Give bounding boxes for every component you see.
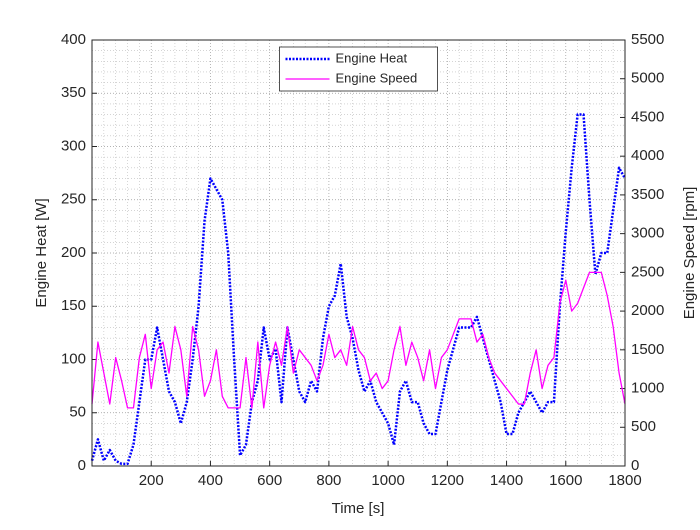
x-tick-label: 1000 [371,472,404,489]
x-tick-label: 400 [198,472,223,489]
y2-tick-label: 2000 [631,302,664,319]
y2-tick-label: 1000 [631,380,664,397]
y2-tick-label: 4500 [631,108,664,125]
legend-box [279,46,438,92]
y2-tick-label: 5000 [631,70,664,87]
x-tick-label: 200 [139,472,164,489]
y-tick-label: 100 [61,350,86,367]
y2-tick-label: 1500 [631,341,664,358]
y-tick-label: 300 [61,137,86,154]
x-tick-label: 1200 [431,472,464,489]
y2-tick-label: 500 [631,418,656,435]
y-tick-label: 400 [61,31,86,48]
x-tick-label: 1400 [490,472,523,489]
y-tick-label: 150 [61,297,86,314]
y2-axis-label: Engine Speed [rpm] [681,187,698,320]
series-line [90,113,627,466]
x-tick-label: 1800 [608,472,641,489]
y2-tick-label: 5500 [631,31,664,48]
legend-label: Engine Heat [336,50,408,65]
x-axis-label: Time [s] [332,500,385,517]
y2-tick-label: 3500 [631,186,664,203]
x-tick-label: 800 [316,472,341,489]
y-tick-label: 250 [61,191,86,208]
y-tick-label: 200 [61,244,86,261]
y-tick-label: 0 [78,457,86,474]
x-tick-label: 1600 [549,472,582,489]
legend-label: Engine Speed [336,70,418,85]
y2-tick-label: 4000 [631,147,664,164]
y-axis-label: Engine Heat [W] [33,198,50,307]
y2-tick-label: 2500 [631,263,664,280]
axes-box [91,39,626,467]
series-line [91,271,626,409]
y-tick-label: 350 [61,84,86,101]
y-tick-label: 50 [69,404,86,421]
y2-tick-label: 3000 [631,225,664,242]
x-tick-label: 600 [257,472,282,489]
y2-tick-label: 0 [631,457,639,474]
